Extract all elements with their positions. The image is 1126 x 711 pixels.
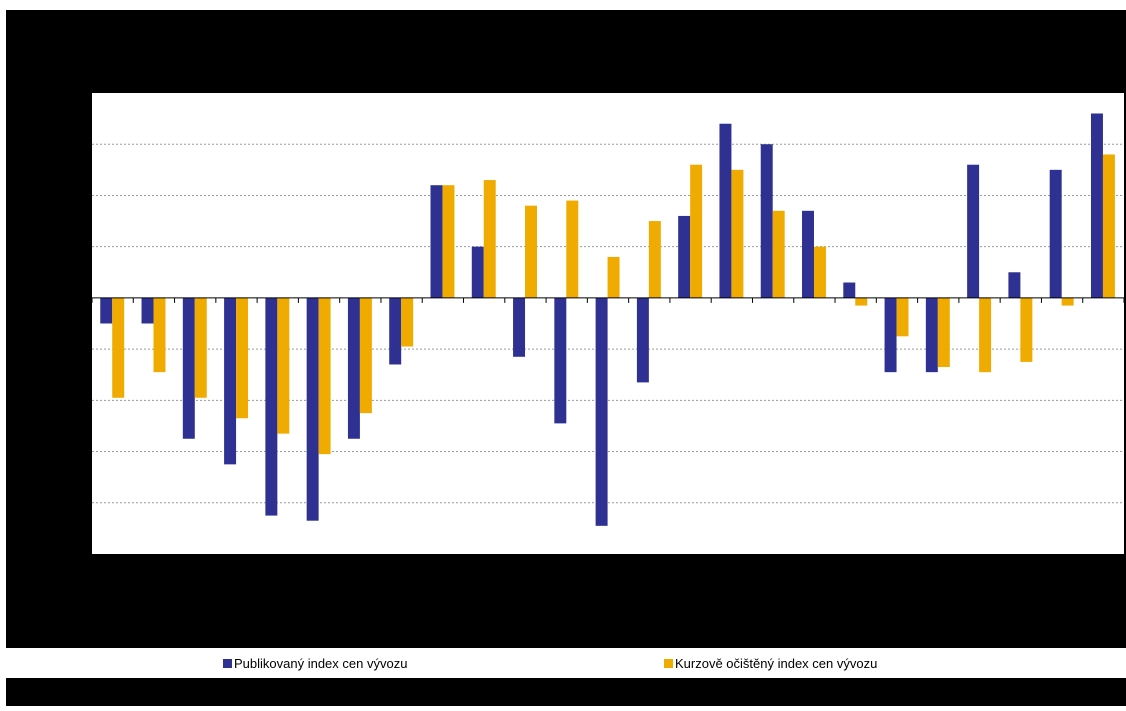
bar-kurzove-13: [607, 256, 620, 298]
bar-kurzove-6: [318, 297, 331, 455]
bar-publikovany-17: [760, 144, 773, 298]
bar-kurzove-19: [855, 297, 868, 306]
bar-kurzove-21: [937, 297, 950, 368]
gridlines: [92, 143, 1124, 504]
bar-publikovany-19: [843, 282, 856, 298]
bar-kurzove-12: [566, 200, 579, 298]
bar-kurzove-9: [442, 185, 455, 298]
legend: Publikovaný index cen vývozu Kurzově oči…: [223, 656, 877, 671]
bar-kurzove-1: [112, 297, 125, 398]
bar-publikovany-12: [554, 297, 567, 424]
bar-kurzove-18: [813, 246, 826, 298]
bar-kurzove-8: [401, 297, 414, 347]
bar-kurzove-10: [483, 180, 496, 298]
bar-kurzove-25: [1102, 154, 1115, 298]
bar-kurzove-11: [525, 205, 537, 298]
bar-publikovany-14: [636, 297, 649, 383]
bar-kurzove-23: [1020, 297, 1033, 362]
bar-kurzove-16: [731, 169, 744, 298]
bar-publikovany-3: [182, 297, 195, 439]
bar-kurzove-20: [896, 297, 909, 337]
bar-publikovany-8: [389, 297, 402, 365]
bar-publikovany-18: [802, 210, 814, 298]
bar-publikovany-13: [595, 297, 608, 526]
bar-publikovany-16: [719, 123, 732, 298]
footer-black-band: [6, 678, 1126, 706]
bar-publikovany-23: [1008, 272, 1021, 298]
bar-kurzove-17: [772, 210, 785, 298]
bar-publikovany-6: [306, 297, 319, 521]
bar-kurzove-2: [153, 297, 166, 373]
legend-label-kurzove: Kurzově očištěný index cen vývozu: [675, 656, 877, 671]
bar-kurzove-7: [359, 297, 372, 414]
legend-swatch-kurzove: [664, 659, 673, 668]
bar-publikovany-10: [471, 246, 484, 298]
bar-publikovany-4: [224, 297, 237, 465]
bar-kurzove-4: [236, 297, 249, 419]
bar-kurzove-14: [648, 221, 661, 298]
bar-kurzove-5: [277, 297, 290, 434]
bar-publikovany-1: [100, 297, 113, 324]
bar-kurzove-24: [1061, 297, 1074, 306]
category-axis: [91, 297, 1125, 303]
bar-kurzove-22: [979, 297, 992, 373]
bar-publikovany-21: [925, 297, 938, 373]
bar-publikovany-20: [884, 297, 897, 373]
bar-publikovany-7: [347, 297, 360, 439]
bar-publikovany-5: [265, 297, 278, 516]
bar-kurzove-3: [194, 297, 207, 398]
bar-kurzove-15: [690, 164, 703, 298]
bar-publikovany-11: [513, 297, 526, 357]
bar-publikovany-2: [141, 297, 154, 324]
legend-background: [6, 648, 1126, 678]
bar-publikovany-15: [678, 215, 691, 298]
bar-publikovany-25: [1090, 113, 1103, 298]
legend-swatch-publikovany: [223, 659, 232, 668]
bar-publikovany-9: [430, 185, 443, 298]
bar-publikovany-24: [1049, 169, 1062, 298]
plot-area: [92, 93, 1124, 554]
bar-publikovany-22: [967, 164, 980, 298]
bars: [100, 113, 1115, 526]
legend-label-publikovany: Publikovaný index cen vývozu: [234, 656, 407, 671]
